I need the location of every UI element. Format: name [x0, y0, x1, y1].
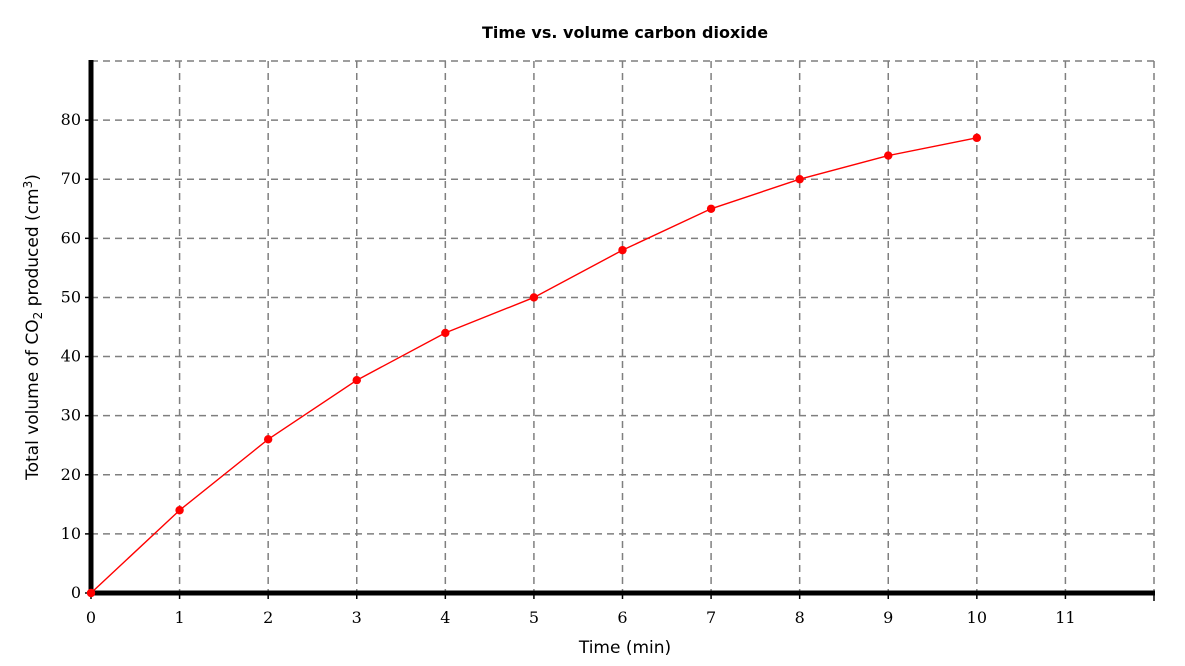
y-tick-label: 10 [61, 524, 81, 543]
x-tick-label: 2 [263, 608, 273, 627]
data-point [618, 245, 627, 255]
data-point [884, 151, 893, 160]
x-tick-label: 8 [795, 608, 805, 627]
y-tick-label: 0 [71, 583, 81, 602]
data-point [795, 175, 804, 184]
y-axis-label-main: Total volume of CO [23, 319, 43, 481]
x-axis-ticks: 0 1 2 3 4 5 6 7 8 9 10 11 [86, 593, 1076, 627]
data-point [972, 133, 982, 143]
y-axis-label-middle: produced (cm [23, 188, 43, 311]
x-tick-label: 5 [529, 608, 539, 627]
y-axis-label: Total volume of CO2 produced (cm3) [21, 174, 45, 481]
data-point [441, 328, 450, 338]
y-axis-ticks: 0 10 20 30 40 50 60 70 80 [61, 110, 91, 602]
x-tick-label: 6 [617, 608, 627, 627]
y-tick-label: 40 [61, 347, 81, 366]
data-point [352, 376, 361, 385]
x-tick-label: 7 [706, 608, 716, 627]
y-tick-label: 50 [61, 287, 81, 306]
data-point [263, 435, 273, 444]
y-tick-label: 20 [61, 465, 81, 484]
x-tick-label: 0 [86, 608, 96, 627]
y-axis-label-subscript: 2 [31, 312, 45, 320]
x-axis-label: Time (min) [578, 638, 671, 658]
data-point [529, 293, 539, 302]
x-tick-label: 9 [883, 608, 893, 627]
x-tick-label: 1 [174, 608, 184, 627]
data-point [706, 204, 716, 213]
y-tick-label: 70 [61, 169, 81, 188]
x-tick-label: 11 [1055, 608, 1075, 627]
data-point [86, 588, 96, 598]
y-axis-label-end: ) [23, 174, 43, 181]
x-tick-label: 10 [967, 608, 987, 627]
y-tick-label: 60 [61, 228, 81, 247]
x-tick-label: 3 [352, 608, 362, 627]
chart-title: Time vs. volume carbon dioxide [482, 23, 768, 42]
x-tick-label: 4 [440, 608, 450, 627]
y-axis-label-superscript: 3 [21, 181, 35, 189]
series-group [86, 133, 982, 598]
y-tick-label: 30 [61, 406, 81, 425]
grid [91, 60, 1155, 593]
data-point [175, 506, 184, 515]
y-tick-label: 80 [61, 110, 81, 129]
